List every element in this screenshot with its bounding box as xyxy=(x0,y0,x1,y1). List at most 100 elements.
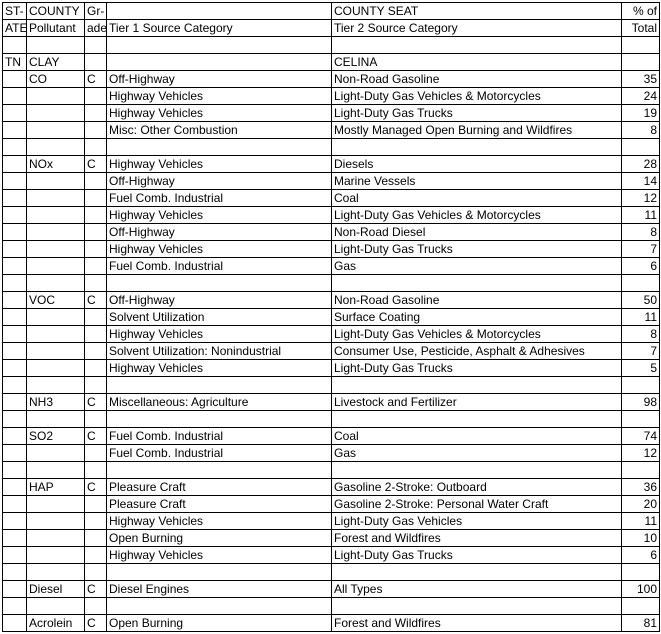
county-cell: NOx xyxy=(27,156,85,173)
tier1-cell: Fuel Comb. Industrial xyxy=(107,258,332,275)
table-row xyxy=(3,598,660,615)
tier2-cell xyxy=(332,377,622,394)
tier2-cell xyxy=(332,462,622,479)
table-row: Open BurningForest and Wildfires10 xyxy=(3,530,660,547)
county-cell xyxy=(27,139,85,156)
pct-cell xyxy=(622,377,660,394)
state-cell xyxy=(3,479,27,496)
pct-cell: Total xyxy=(622,20,660,37)
table-row: COCOff-HighwayNon-Road Gasoline35 xyxy=(3,71,660,88)
tier1-cell: Highway Vehicles xyxy=(107,513,332,530)
county-cell xyxy=(27,564,85,581)
county-cell xyxy=(27,207,85,224)
table-row: Highway VehiclesLight-Duty Gas Vehicles … xyxy=(3,88,660,105)
state-cell xyxy=(3,581,27,598)
state-cell xyxy=(3,207,27,224)
state-cell xyxy=(3,37,27,54)
state-cell: ATE xyxy=(3,20,27,37)
tier2-cell: All Types xyxy=(332,581,622,598)
table-row xyxy=(3,462,660,479)
header-row-2: ATEPollutantadeTier 1 Source CategoryTie… xyxy=(3,20,660,37)
county-cell xyxy=(27,445,85,462)
tier1-cell: Highway Vehicles xyxy=(107,326,332,343)
grade-cell xyxy=(85,513,107,530)
county-cell xyxy=(27,530,85,547)
county-cell xyxy=(27,598,85,615)
state-cell xyxy=(3,394,27,411)
tier2-cell: Light-Duty Gas Trucks xyxy=(332,547,622,564)
table-row: NOxCHighway VehiclesDiesels28 xyxy=(3,156,660,173)
state-cell xyxy=(3,139,27,156)
pct-cell: 11 xyxy=(622,309,660,326)
county-cell: Diesel xyxy=(27,581,85,598)
tier1-cell: Open Burning xyxy=(107,615,332,632)
table-row: DieselCDiesel EnginesAll Types100 xyxy=(3,581,660,598)
state-cell xyxy=(3,343,27,360)
grade-cell xyxy=(85,445,107,462)
tier1-cell: Pleasure Craft xyxy=(107,479,332,496)
pct-cell: 20 xyxy=(622,496,660,513)
pct-cell: 7 xyxy=(622,343,660,360)
state-cell xyxy=(3,156,27,173)
pct-cell xyxy=(622,411,660,428)
state-cell xyxy=(3,428,27,445)
tier1-cell: Highway Vehicles xyxy=(107,547,332,564)
tier2-cell: Coal xyxy=(332,190,622,207)
table-row: Solvent UtilizationSurface Coating11 xyxy=(3,309,660,326)
tier2-cell xyxy=(332,37,622,54)
pct-cell xyxy=(622,598,660,615)
tier2-cell xyxy=(332,564,622,581)
state-cell xyxy=(3,598,27,615)
pct-cell: 6 xyxy=(622,258,660,275)
state-cell xyxy=(3,411,27,428)
tier1-cell xyxy=(107,462,332,479)
table-row: HAPCPleasure CraftGasoline 2-Stroke: Out… xyxy=(3,479,660,496)
grade-cell xyxy=(85,309,107,326)
grade-cell: C xyxy=(85,156,107,173)
grade-cell xyxy=(85,411,107,428)
county-cell xyxy=(27,513,85,530)
table-row: Off-HighwayNon-Road Diesel8 xyxy=(3,224,660,241)
pct-cell: % of xyxy=(622,3,660,20)
pct-cell: 6 xyxy=(622,547,660,564)
pct-cell: 100 xyxy=(622,581,660,598)
table-row: Pleasure CraftGasoline 2-Stroke: Persona… xyxy=(3,496,660,513)
grade-cell xyxy=(85,496,107,513)
table-row: VOCCOff-HighwayNon-Road Gasoline50 xyxy=(3,292,660,309)
state-cell xyxy=(3,360,27,377)
table-row: Misc: Other CombustionMostly Managed Ope… xyxy=(3,122,660,139)
pct-cell: 35 xyxy=(622,71,660,88)
pct-cell xyxy=(622,54,660,71)
county-cell xyxy=(27,105,85,122)
tier2-cell xyxy=(332,139,622,156)
tier2-cell: CELINA xyxy=(332,54,622,71)
pct-cell xyxy=(622,462,660,479)
tier1-cell: Off-Highway xyxy=(107,292,332,309)
table-row xyxy=(3,411,660,428)
county-cell xyxy=(27,462,85,479)
county-cell xyxy=(27,241,85,258)
tier2-cell: Coal xyxy=(332,428,622,445)
table-row: Highway VehiclesLight-Duty Gas Trucks5 xyxy=(3,360,660,377)
tier2-cell: Non-Road Gasoline xyxy=(332,71,622,88)
grade-cell xyxy=(85,241,107,258)
state-cell xyxy=(3,88,27,105)
county-cell: CLAY xyxy=(27,54,85,71)
pct-cell: 12 xyxy=(622,445,660,462)
state-cell xyxy=(3,258,27,275)
tier2-cell: Forest and Wildfires xyxy=(332,615,622,632)
tier1-cell: Open Burning xyxy=(107,530,332,547)
pct-cell: 74 xyxy=(622,428,660,445)
state-cell xyxy=(3,173,27,190)
tier2-cell: Livestock and Fertilizer xyxy=(332,394,622,411)
table-row xyxy=(3,139,660,156)
county-cell xyxy=(27,190,85,207)
pct-cell: 8 xyxy=(622,326,660,343)
state-cell xyxy=(3,326,27,343)
tier2-cell: Gasoline 2-Stroke: Outboard xyxy=(332,479,622,496)
table-row: Highway VehiclesLight-Duty Gas Trucks19 xyxy=(3,105,660,122)
tier1-cell xyxy=(107,411,332,428)
grade-cell: C xyxy=(85,292,107,309)
tier1-cell xyxy=(107,54,332,71)
table-row: Solvent Utilization: NonindustrialConsum… xyxy=(3,343,660,360)
